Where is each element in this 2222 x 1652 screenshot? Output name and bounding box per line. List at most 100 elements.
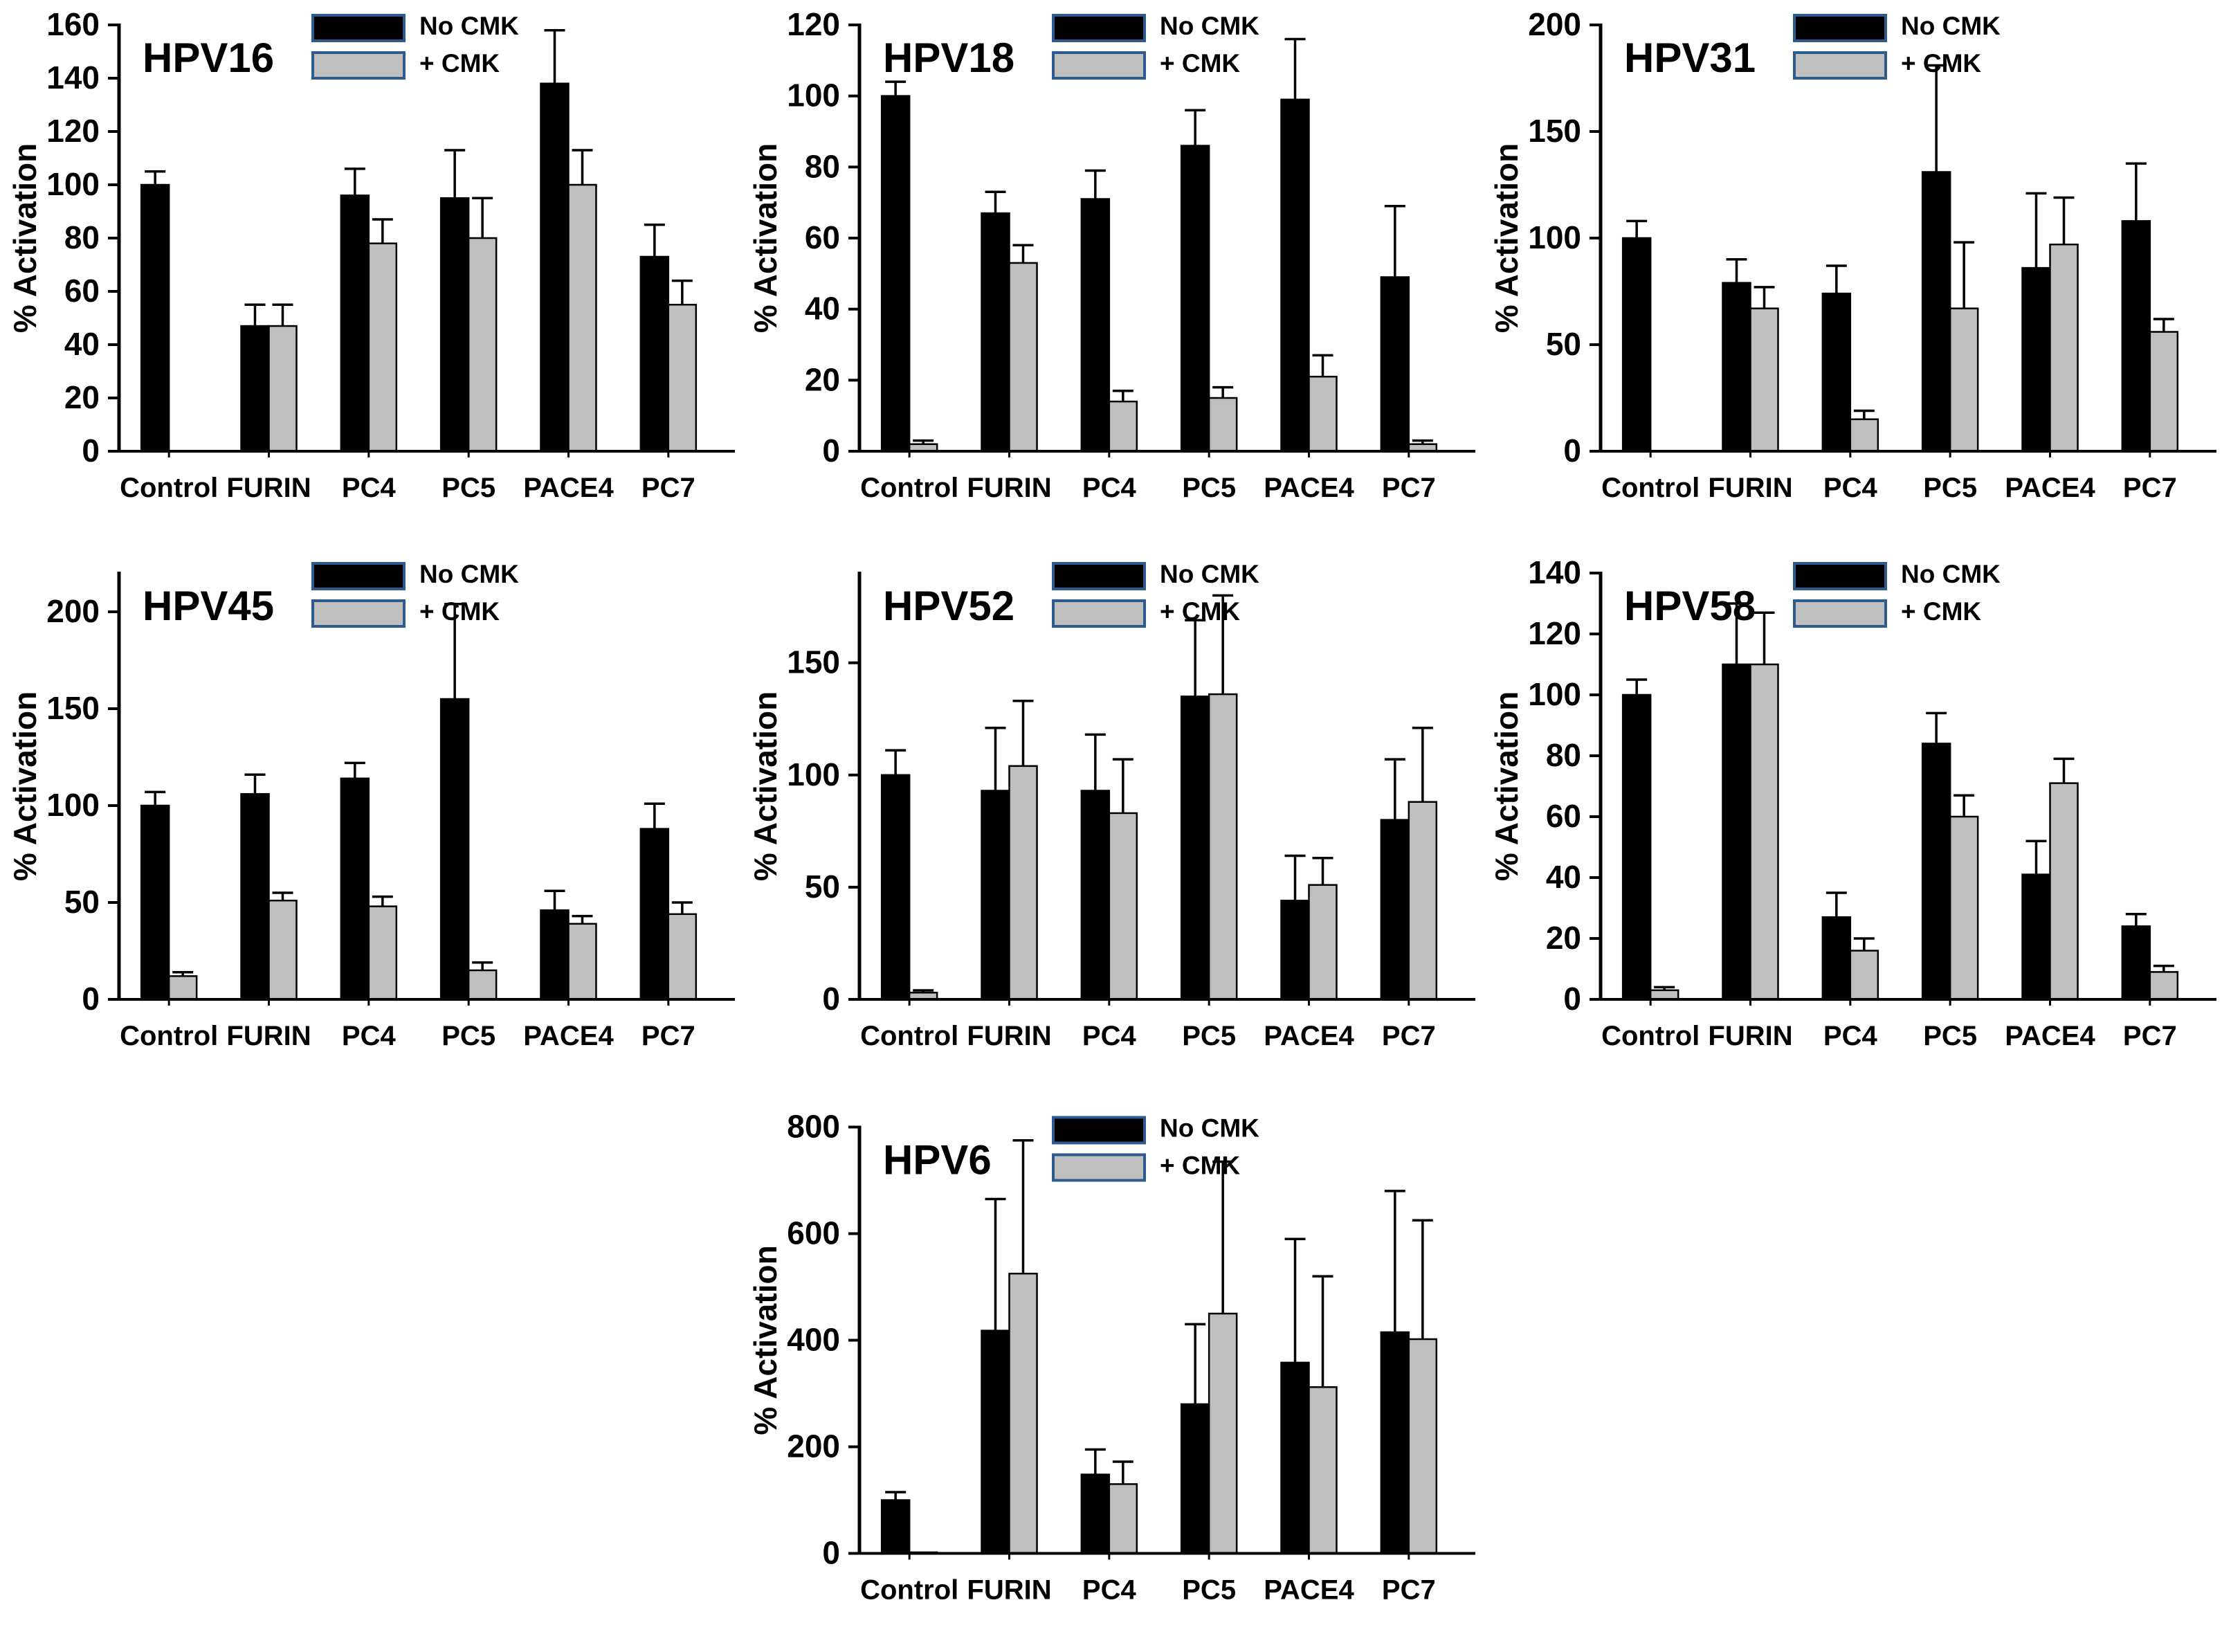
bar-cmk bbox=[2049, 243, 2079, 453]
bar-no-cmk bbox=[1722, 663, 1751, 1001]
y-tick-label: 20 bbox=[64, 379, 100, 415]
category-label: FURIN bbox=[967, 1021, 1051, 1051]
category-label: Control bbox=[860, 1021, 958, 1051]
bar-no-cmk bbox=[1821, 916, 1852, 1001]
bar-cmk bbox=[1308, 1386, 1338, 1554]
bar-no-cmk bbox=[1621, 237, 1652, 453]
bar-no-cmk bbox=[1621, 693, 1652, 1001]
bar-cmk bbox=[367, 242, 398, 453]
bar-no-cmk bbox=[1080, 790, 1111, 1001]
y-tick-label: 40 bbox=[1546, 859, 1581, 895]
bar-cmk bbox=[268, 899, 298, 1001]
y-tick-label: 140 bbox=[1528, 554, 1581, 590]
category-label: PC5 bbox=[441, 473, 495, 503]
category-label: PC4 bbox=[1082, 1021, 1137, 1051]
y-tick-label: 40 bbox=[64, 326, 100, 362]
bar-no-cmk bbox=[1180, 696, 1210, 1001]
legend: No CMK + CMK bbox=[311, 560, 519, 628]
y-tick-label: 60 bbox=[805, 219, 840, 255]
bar-no-cmk bbox=[981, 212, 1010, 453]
y-tick-label: 0 bbox=[822, 981, 840, 1017]
bar-cmk bbox=[467, 969, 498, 1001]
bar-cmk bbox=[1208, 693, 1238, 1001]
bar-cmk bbox=[1108, 400, 1138, 453]
category-label: PC5 bbox=[1923, 473, 1977, 503]
legend-label: No CMK bbox=[1160, 1114, 1259, 1143]
bar-cmk bbox=[1108, 812, 1138, 1001]
bar-no-cmk bbox=[1080, 1473, 1111, 1554]
bar-no-cmk bbox=[981, 790, 1010, 1001]
legend-swatch-no-cmk bbox=[1793, 14, 1887, 42]
bar-cmk bbox=[1208, 397, 1238, 453]
y-tick-label: 150 bbox=[787, 644, 840, 680]
y-tick-label: 100 bbox=[1528, 219, 1581, 255]
y-tick-label: 40 bbox=[805, 291, 840, 327]
y-axis-label: % Activation bbox=[7, 691, 43, 881]
legend-swatch-no-cmk bbox=[311, 562, 406, 590]
chart-svg-hpv45: Control FURIN PC4 PC5 PACE4 PC7 0 50 100 150 200 % … bbox=[7, 560, 735, 1051]
y-tick-label: 400 bbox=[787, 1322, 840, 1358]
chart-title: HPV16 bbox=[143, 35, 274, 81]
chart-svg-hpv31: Control FURIN PC4 PC5 PACE4 PC7 0 50 100 150 200 % … bbox=[1488, 6, 2216, 503]
legend-swatch-cmk bbox=[311, 51, 406, 80]
y-tick-label: 160 bbox=[46, 6, 100, 42]
bar-no-cmk bbox=[240, 792, 270, 1001]
bar-cmk bbox=[1208, 1312, 1238, 1554]
bar-no-cmk bbox=[1380, 1331, 1410, 1554]
bar-no-cmk bbox=[1921, 171, 1951, 453]
category-label: FURIN bbox=[226, 1021, 311, 1051]
bar-no-cmk bbox=[140, 183, 170, 453]
category-label: Control bbox=[860, 473, 958, 503]
y-tick-label: 120 bbox=[787, 6, 840, 42]
legend-swatch-no-cmk bbox=[1052, 1116, 1146, 1145]
category-label: PACE4 bbox=[2005, 473, 2095, 503]
bar-cmk bbox=[1949, 815, 1979, 1001]
bar-no-cmk bbox=[2121, 925, 2151, 1001]
legend-label: + CMK bbox=[419, 49, 500, 78]
category-label: PC7 bbox=[2123, 1021, 2177, 1051]
category-label: PC4 bbox=[1823, 473, 1878, 503]
bars-group bbox=[880, 1139, 1438, 1554]
y-tick-label: 60 bbox=[64, 273, 100, 309]
bar-cmk bbox=[367, 905, 398, 1001]
chart-title: HPV6 bbox=[883, 1137, 992, 1183]
bar-no-cmk bbox=[2021, 873, 2051, 1001]
category-label: PC5 bbox=[441, 1021, 495, 1051]
y-tick-label: 150 bbox=[1528, 113, 1581, 149]
bar-no-cmk bbox=[981, 1329, 1010, 1554]
y-tick-label: 20 bbox=[805, 361, 840, 397]
bar-no-cmk bbox=[2021, 266, 2051, 453]
category-label: PACE4 bbox=[1264, 1575, 1354, 1606]
y-tick-label: 0 bbox=[82, 433, 100, 469]
category-label: Control bbox=[1601, 1021, 1700, 1051]
legend-label: + CMK bbox=[1160, 1152, 1240, 1180]
bar-no-cmk bbox=[1280, 1361, 1310, 1554]
chart-title: HPV52 bbox=[883, 583, 1014, 629]
bar-no-cmk bbox=[340, 194, 370, 453]
bar-no-cmk bbox=[1280, 900, 1310, 1001]
bars-group bbox=[880, 594, 1438, 1001]
legend-label: No CMK bbox=[419, 560, 519, 588]
legend-swatch-no-cmk bbox=[1052, 14, 1146, 42]
y-tick-label: 80 bbox=[64, 219, 100, 255]
category-label: PC5 bbox=[1182, 1021, 1236, 1051]
y-tick-label: 600 bbox=[787, 1215, 840, 1251]
y-tick-label: 20 bbox=[1546, 920, 1581, 956]
y-tick-label: 150 bbox=[46, 690, 100, 726]
category-label: Control bbox=[120, 1021, 218, 1051]
bar-cmk bbox=[667, 304, 698, 453]
y-tick-label: 80 bbox=[805, 148, 840, 184]
bar-cmk bbox=[268, 325, 298, 453]
legend-label: No CMK bbox=[1160, 12, 1259, 40]
legend-swatch-cmk bbox=[1793, 599, 1887, 628]
legend: No CMK + CMK bbox=[1052, 1114, 1259, 1182]
y-axis-label: % Activation bbox=[1488, 691, 1524, 881]
category-label: FURIN bbox=[967, 1575, 1051, 1606]
y-axis-label: % Activation bbox=[747, 1245, 783, 1435]
bars-group bbox=[140, 603, 698, 1001]
bars-group bbox=[1621, 64, 2179, 453]
y-tick-label: 100 bbox=[46, 787, 100, 823]
bar-cmk bbox=[1949, 307, 1979, 453]
chart-svg-hpv58: Control FURIN PC4 PC5 PACE4 PC7 0 20 40 60 80 100 12… bbox=[1488, 554, 2216, 1051]
y-tick-label: 200 bbox=[46, 593, 100, 629]
